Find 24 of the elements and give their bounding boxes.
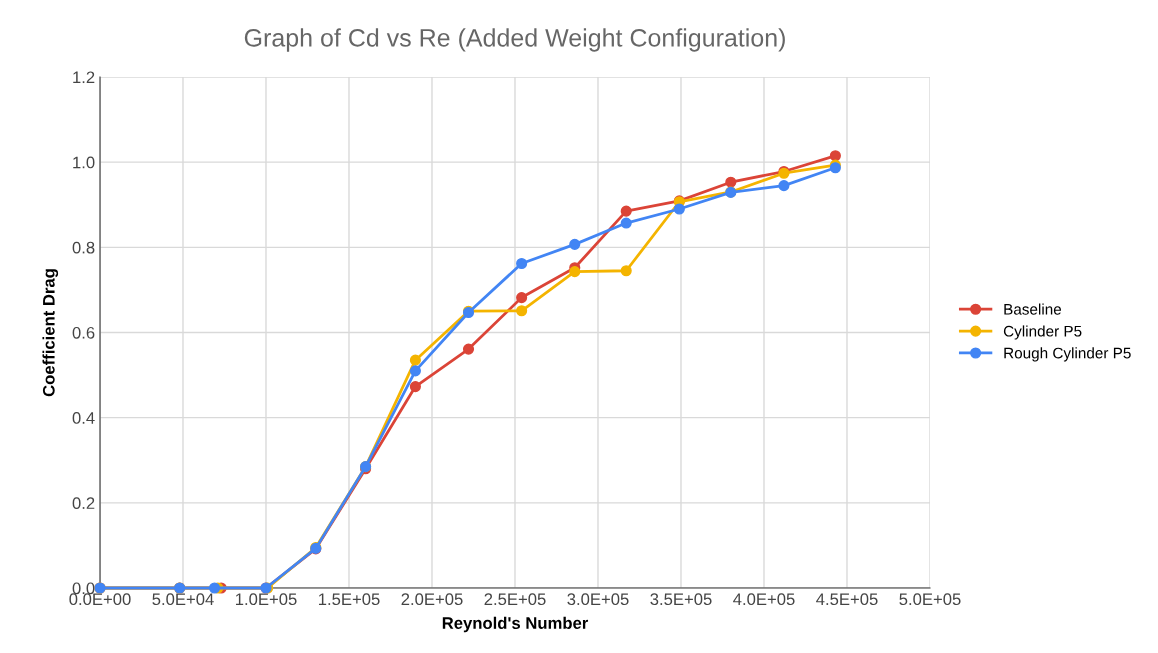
x-tick-label: 5.0E+05 [899, 593, 961, 606]
y-tick-label: 0.2 [72, 497, 95, 510]
x-tick-label: 2.0E+05 [401, 593, 463, 606]
y-tick-label: 0.4 [72, 412, 95, 424]
x-tick-label: 1.5E+05 [318, 593, 380, 606]
legend-label: Rough Cylinder P5 [1004, 347, 1131, 362]
y-tick-label: 1.2 [73, 71, 95, 84]
legend-label: Baseline [1004, 303, 1062, 315]
x-tick-label: 0.0E+00 [69, 593, 131, 606]
chart-title: Graph of Cd vs Re (Added Weight Configuration) [244, 28, 785, 52]
x-tick-label: 4.5E+05 [816, 593, 878, 606]
x-axis-title: Reynold's Number [442, 616, 589, 633]
x-tick-label: 4.0E+05 [733, 593, 795, 606]
y-tick-label: 0.8 [72, 241, 95, 254]
x-tick-label: 3.5E+05 [650, 593, 712, 606]
x-tick-label: 1.0E+05 [235, 593, 297, 606]
x-tick-label: 2.5E+05 [484, 593, 546, 606]
y-tick-label: 0.0 [72, 582, 95, 595]
y-axis-title: Coefficient Drag [42, 269, 59, 397]
x-tick-label: 5.0E+04 [152, 593, 214, 606]
legend-label: Cylinder P5 [1003, 325, 1082, 340]
y-tick-label: 1.0 [73, 156, 95, 169]
x-tick-label: 3.0E+05 [567, 593, 629, 606]
y-tick-label: 0.6 [72, 326, 95, 339]
